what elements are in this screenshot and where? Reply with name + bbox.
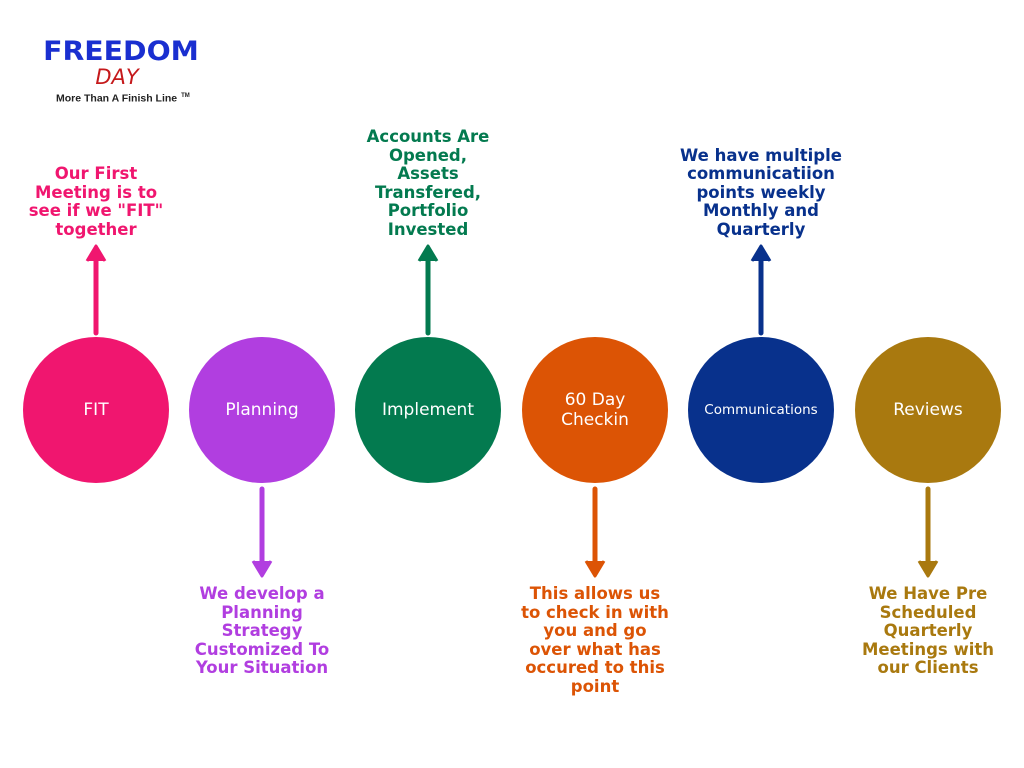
step-circle-60-day-checkin: 60 Day Checkin: [522, 337, 668, 483]
trademark: TM: [181, 93, 190, 99]
down-arrow-icon: [251, 486, 273, 578]
step-note-3: Accounts Are Opened, Assets Transfered, …: [366, 127, 490, 239]
step-circle-reviews: Reviews: [855, 337, 1001, 483]
logo-tagline: More Than A Finish Line TM: [56, 88, 196, 107]
step-label: Implement: [381, 400, 474, 420]
up-arrow-icon: [417, 244, 439, 336]
step-circle-fit: FIT: [23, 337, 169, 483]
down-arrow-icon: [584, 486, 606, 578]
tagline-text: More Than A Finish Line: [56, 92, 178, 105]
logo-title: FREEDOM: [43, 36, 199, 67]
step-note-2: We develop a Planning Strategy Customize…: [194, 584, 330, 677]
step-note-5: We have multiple communicatiion points w…: [680, 145, 842, 239]
step-label: FIT: [83, 400, 109, 420]
step-circle-planning: Planning: [189, 337, 335, 483]
freedom-day-logo: FREEDOM DAY More Than A Finish Line TM: [43, 38, 199, 107]
step-label: Communications: [704, 402, 818, 418]
step-circle-communications: Communications: [688, 337, 834, 483]
step-note-1: Our First Meeting is to see if we "FIT" …: [28, 164, 164, 239]
logo-subtitle: DAY: [95, 65, 139, 89]
down-arrow-icon: [917, 486, 939, 578]
step-label: Reviews: [893, 400, 963, 420]
up-arrow-icon: [750, 244, 772, 336]
up-arrow-icon: [85, 244, 107, 336]
step-label: 60 Day Checkin: [561, 390, 629, 430]
step-circle-implement: Implement: [355, 337, 501, 483]
step-note-6: We Have Pre Scheduled Quarterly Meetings…: [862, 584, 994, 677]
step-label: Planning: [225, 400, 299, 420]
step-note-4: This allows us to check in with you and …: [521, 584, 669, 696]
